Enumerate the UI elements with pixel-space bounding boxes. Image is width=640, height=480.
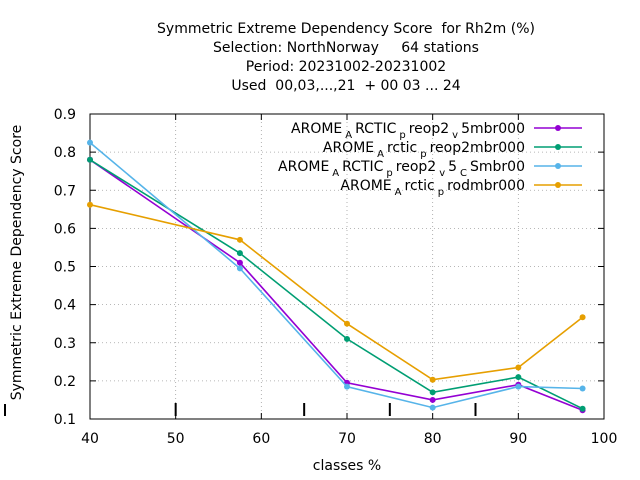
data-point	[579, 314, 586, 321]
legend-swatch-point-1	[555, 125, 561, 131]
y-tick-label: 0.4	[54, 298, 76, 314]
y-tick-label: 0.5	[54, 260, 76, 276]
y-tick-label: 0.7	[54, 183, 76, 199]
grid-lines	[90, 114, 604, 419]
y-axis-label: Symmetric Extreme Dependency Score	[9, 125, 25, 401]
data-point	[236, 236, 243, 243]
x-tick-label: 100	[591, 431, 618, 447]
x-tick-label: 80	[424, 431, 442, 447]
x-tick-label: 70	[338, 431, 356, 447]
y-tick-label: 0.6	[54, 221, 76, 237]
series-line-2	[89, 159, 583, 410]
y-tick-label: 0.1	[54, 412, 76, 428]
title-line-3: Period: 20231002-20231002	[246, 59, 446, 75]
y-tick-label: 0.9	[54, 107, 76, 123]
data-point	[429, 396, 436, 403]
x-tick-label: 90	[509, 431, 527, 447]
legend-swatch-point-3	[555, 163, 561, 169]
data-point	[515, 364, 522, 371]
legend-label-3: AROME A RCTIC p reop2 v 5 C Smbr00	[278, 159, 525, 179]
title-line-1: Symmetric Extreme Dependency Score for R…	[157, 21, 535, 37]
data-point	[429, 404, 436, 411]
data-point	[344, 335, 350, 342]
y-tick-label: 0.2	[54, 374, 76, 390]
data-point	[429, 376, 436, 383]
chart-title: Symmetric Extreme Dependency Score for R…	[157, 21, 535, 94]
title-line-2: Selection: NorthNorway 64 stations	[213, 40, 479, 56]
data-point	[236, 250, 243, 257]
data-point	[87, 201, 93, 208]
data-point	[87, 156, 93, 163]
axis-ticks: 40 50 60 70 80 90 100 0.1 0.2 0.3 0.4 0.5 0.6 0.7 0.8 0…	[54, 107, 618, 447]
legend-label-1: AROME A RCTIC p reop2 v 5mbr000	[291, 121, 525, 141]
data-point	[515, 374, 522, 381]
data-point	[429, 389, 436, 396]
data-point	[87, 139, 93, 146]
series-line-1	[89, 159, 583, 411]
data-point	[236, 265, 243, 272]
legend-swatch-point-2	[555, 144, 561, 150]
title-line-4: Used 00,03,...,21 + 00 03 ... 24	[231, 78, 460, 94]
data-point	[344, 383, 350, 390]
data-point	[344, 320, 350, 327]
bottom-tick-marks	[4, 403, 477, 416]
data-point	[236, 259, 243, 266]
data-point	[515, 383, 522, 390]
y-tick-label: 0.3	[54, 336, 76, 352]
series-line-3	[89, 141, 583, 409]
data-point	[579, 385, 586, 392]
series-group	[87, 139, 586, 414]
x-tick-label: 50	[167, 431, 185, 447]
y-tick-label: 0.8	[54, 145, 76, 161]
series-line-4	[89, 203, 584, 381]
x-axis-label: classes %	[313, 458, 381, 474]
x-tick-label: 40	[81, 431, 99, 447]
data-point	[579, 405, 586, 412]
x-tick-label: 60	[252, 431, 270, 447]
legend-swatch-point-4	[555, 182, 561, 188]
